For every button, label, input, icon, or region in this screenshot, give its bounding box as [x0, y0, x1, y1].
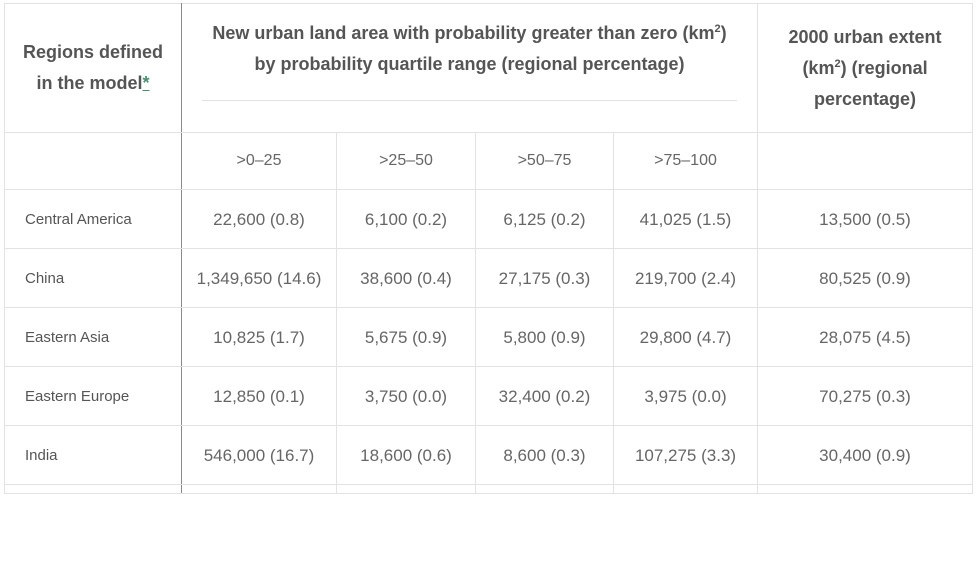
- quartile-4-cell: 29,800 (4.7): [612, 307, 759, 367]
- quartile-1-cell: 546,000 (16.7): [181, 425, 337, 485]
- header-main-post: ) by probability quartile range (regiona…: [254, 23, 727, 74]
- quartile-header-row: >0–25 >25–50 >50–75 >75–100: [4, 132, 974, 190]
- extent-2000-cell: 80,525 (0.9): [757, 248, 974, 308]
- quartile-4-cell: 3,975 (0.0): [612, 366, 759, 426]
- quartile-blank-cell: [4, 132, 182, 190]
- quartile-1-cell: 1,349,650 (14.6): [181, 248, 337, 308]
- header-extent-pre: 2000 urban extent (km: [788, 26, 942, 78]
- header-regions-label: Regions defined in the model: [22, 42, 163, 93]
- empty-cell: [612, 484, 759, 494]
- header-main-sup: 2: [714, 23, 721, 35]
- empty-cell: [336, 484, 476, 494]
- quartile-label: >0–25: [181, 132, 337, 190]
- footnote-link[interactable]: *: [142, 73, 150, 93]
- extent-2000-cell: 13,500 (0.5): [757, 189, 974, 249]
- header-divider: [202, 100, 738, 101]
- region-cell: China: [4, 248, 182, 308]
- quartile-4-cell: 107,275 (3.3): [612, 425, 759, 485]
- empty-cell: [4, 484, 182, 494]
- quartile-label: >75–100: [612, 132, 759, 190]
- empty-cell: [475, 484, 614, 494]
- quartile-blank-cell: [757, 132, 974, 190]
- table-row: China 1,349,650 (14.6) 38,600 (0.4) 27,175 …: [4, 248, 974, 308]
- region-cell: Central America: [4, 189, 182, 249]
- quartile-3-cell: 32,400 (0.2): [475, 366, 614, 426]
- region-cell: Eastern Europe: [4, 366, 182, 426]
- header-main-pre: New urban land area with probability gre…: [212, 23, 715, 43]
- header-2000-extent: 2000 urban extent (km2) (regional percen…: [757, 3, 974, 133]
- table-row: Eastern Asia 10,825 (1.7) 5,675 (0.9) 5,800…: [4, 307, 974, 367]
- table-row: Central America 22,600 (0.8) 6,100 (0.2) 6,…: [4, 189, 974, 249]
- header-row: Regions defined in the model* New urban …: [4, 3, 974, 133]
- extent-2000-cell: 30,400 (0.9): [757, 425, 974, 485]
- quartile-4-cell: 41,025 (1.5): [612, 189, 759, 249]
- quartile-2-cell: 38,600 (0.4): [336, 248, 476, 308]
- quartile-3-cell: 5,800 (0.9): [475, 307, 614, 367]
- quartile-label: >25–50: [336, 132, 476, 190]
- region-cell: India: [4, 425, 182, 485]
- table-row: Eastern Europe 12,850 (0.1) 3,750 (0.0) 32,…: [4, 366, 974, 426]
- empty-cell: [757, 484, 974, 494]
- header-new-urban-land-text: New urban land area with probability gre…: [202, 18, 737, 80]
- header-new-urban-land: New urban land area with probability gre…: [180, 3, 759, 133]
- quartile-2-cell: 3,750 (0.0): [336, 366, 476, 426]
- quartile-4-cell: 219,700 (2.4): [612, 248, 759, 308]
- quartile-2-cell: 5,675 (0.9): [336, 307, 476, 367]
- table-row-partial: [4, 484, 974, 494]
- header-extent-sup: 2: [834, 57, 841, 70]
- urban-land-table: Regions defined in the model* New urban …: [4, 3, 974, 494]
- quartile-2-cell: 18,600 (0.6): [336, 425, 476, 485]
- header-regions: Regions defined in the model*: [4, 3, 182, 133]
- extent-2000-cell: 28,075 (4.5): [757, 307, 974, 367]
- quartile-2-cell: 6,100 (0.2): [336, 189, 476, 249]
- table-row: India 546,000 (16.7) 18,600 (0.6) 8,600 (0.…: [4, 425, 974, 485]
- quartile-3-cell: 8,600 (0.3): [475, 425, 614, 485]
- data-table-container: Regions defined in the model* New urban …: [4, 3, 974, 494]
- empty-cell: [181, 484, 337, 494]
- quartile-1-cell: 12,850 (0.1): [181, 366, 337, 426]
- quartile-3-cell: 6,125 (0.2): [475, 189, 614, 249]
- extent-2000-cell: 70,275 (0.3): [757, 366, 974, 426]
- quartile-3-cell: 27,175 (0.3): [475, 248, 614, 308]
- quartile-label: >50–75: [475, 132, 614, 190]
- header-extent-post: ) (regional percentage): [813, 57, 928, 109]
- region-cell: Eastern Asia: [4, 307, 182, 367]
- quartile-1-cell: 22,600 (0.8): [181, 189, 337, 249]
- quartile-1-cell: 10,825 (1.7): [181, 307, 337, 367]
